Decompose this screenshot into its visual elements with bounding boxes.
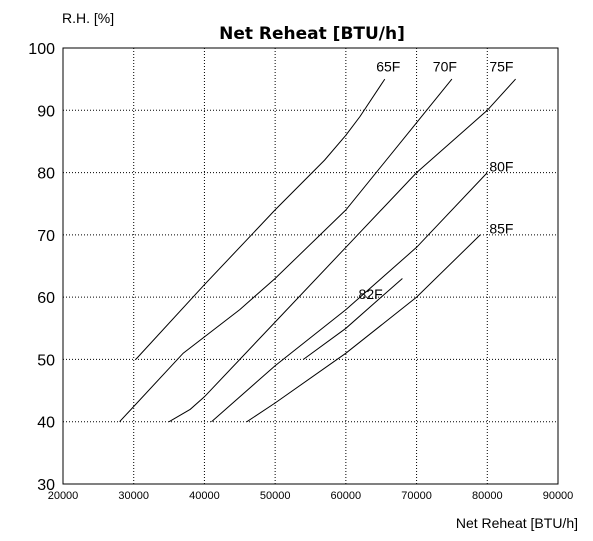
x-axis-label: Net Reheat [BTU/h]	[456, 515, 578, 531]
series-line-80F	[211, 172, 488, 423]
series-label-85F: 85F	[489, 221, 513, 237]
series-label-75F: 75F	[489, 59, 513, 75]
y-tick-label: 80	[37, 166, 55, 183]
x-tick-label: 60000	[331, 490, 362, 502]
chart-title: Net Reheat [BTU/h]	[219, 24, 405, 44]
x-tick-label: 40000	[189, 490, 220, 502]
series-label-70F: 70F	[433, 59, 457, 75]
series-label-82F: 82F	[359, 286, 383, 302]
tick-labels: 20000 30000 40000 50000 60000 70000 80000 90000…	[28, 41, 573, 502]
y-tick-label: 50	[37, 352, 55, 369]
x-tick-label: 30000	[118, 490, 149, 502]
series-lines	[119, 78, 516, 423]
x-tick-label: 50000	[260, 490, 291, 502]
y-tick-label: 60	[37, 290, 55, 307]
series-label-80F: 80F	[489, 158, 513, 174]
y-tick-label: 100	[28, 41, 55, 58]
plot-frame	[62, 47, 559, 485]
y-tick-label: 30	[37, 477, 55, 494]
series-line-82F	[303, 278, 403, 360]
x-tick-label: 80000	[472, 490, 503, 502]
y-tick-label: 70	[37, 228, 55, 245]
x-tick-label: 70000	[401, 490, 432, 502]
series-label-65F: 65F	[376, 59, 400, 75]
series-line-70F	[119, 78, 453, 423]
series-line-65F	[135, 78, 386, 360]
x-tick-label: 90000	[543, 490, 574, 502]
y-tick-label: 40	[37, 415, 55, 432]
y-axis-label: R.H. [%]	[62, 10, 114, 26]
y-tick-label: 90	[37, 103, 55, 120]
series-line-85F	[246, 234, 481, 423]
x-tick-label: 20000	[48, 490, 79, 502]
series-line-75F	[168, 78, 516, 423]
grid	[63, 48, 558, 484]
series-labels: 65F 70F 75F 80F 85F 82F	[359, 59, 514, 302]
